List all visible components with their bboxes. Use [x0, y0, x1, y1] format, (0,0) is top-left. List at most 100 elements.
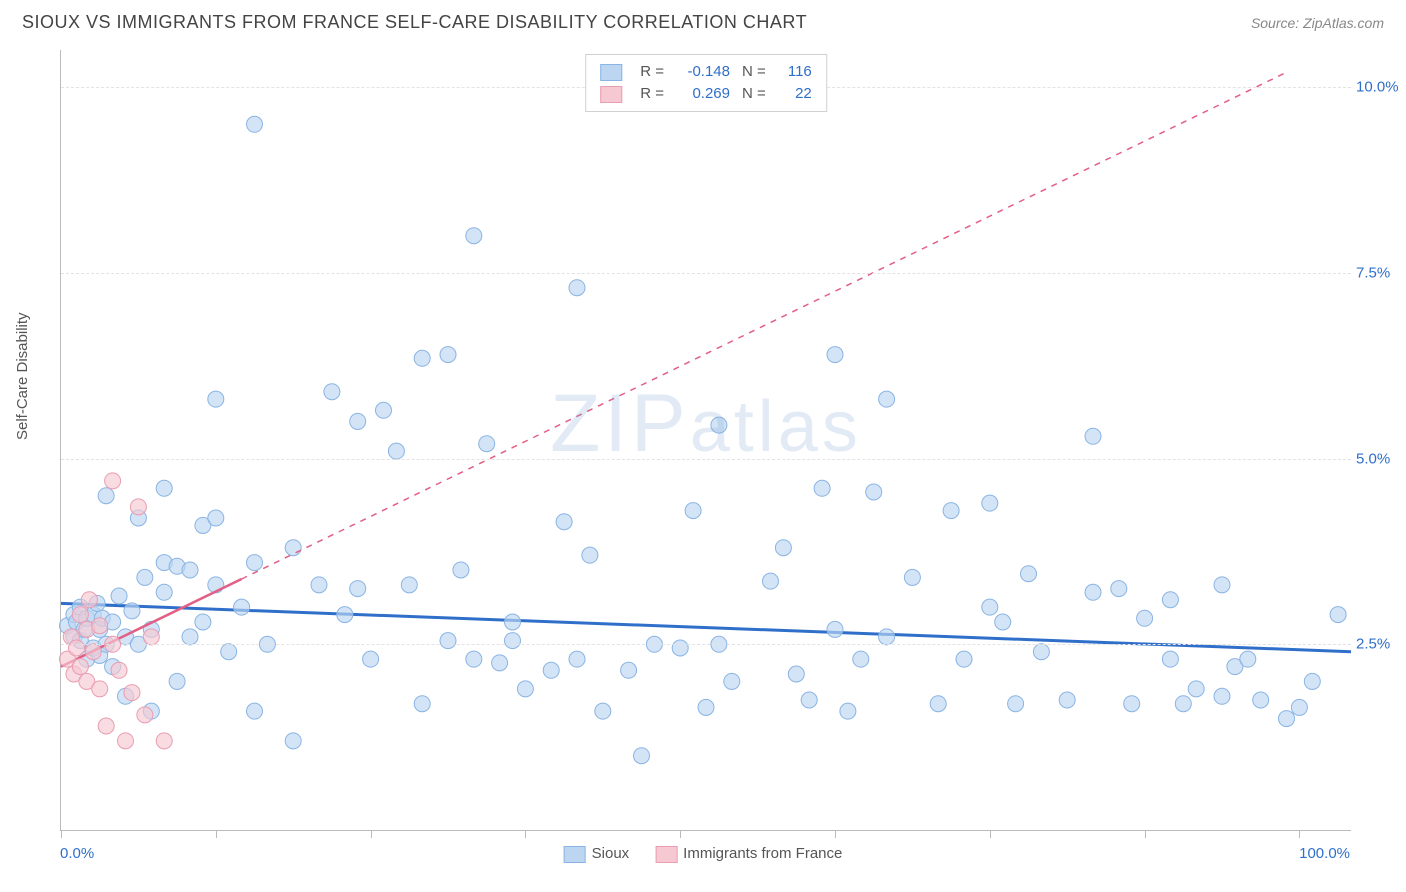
sioux-point [982, 599, 998, 615]
sioux-point [1111, 581, 1127, 597]
sioux-point [517, 681, 533, 697]
sioux-point [1330, 607, 1346, 623]
legend-swatch [564, 846, 586, 863]
series-legend: Sioux Immigrants from France [564, 845, 843, 863]
gridline [61, 273, 1351, 274]
sioux-point [1059, 692, 1075, 708]
sioux-point [401, 577, 417, 593]
x-tick [1145, 830, 1146, 838]
stat-label: R = [640, 61, 664, 83]
source-label: Source: ZipAtlas.com [1251, 15, 1384, 31]
sioux-point [285, 540, 301, 556]
sioux-point [1304, 673, 1320, 689]
sioux-point [672, 640, 688, 656]
sioux-point [621, 662, 637, 678]
gridline [61, 644, 1351, 645]
sioux-point [904, 569, 920, 585]
x-axis-max-label: 100.0% [1299, 845, 1350, 862]
x-tick [835, 830, 836, 838]
sioux-point [195, 614, 211, 630]
sioux-point [1162, 592, 1178, 608]
sioux-point [582, 547, 598, 563]
sioux-point [711, 417, 727, 433]
sioux-point [1124, 696, 1140, 712]
sioux-point [492, 655, 508, 671]
sioux-point [879, 629, 895, 645]
scatter-chart [61, 50, 1351, 830]
sioux-point [956, 651, 972, 667]
sioux-point [1085, 428, 1101, 444]
sioux-point [98, 488, 114, 504]
sioux-point [569, 280, 585, 296]
sioux-point [247, 703, 263, 719]
sioux-point [866, 484, 882, 500]
y-axis-label: Self-Care Disability [14, 312, 31, 440]
france-point [72, 607, 88, 623]
sioux-point [827, 347, 843, 363]
sioux-point [234, 599, 250, 615]
sioux-point [182, 562, 198, 578]
sioux-point [182, 629, 198, 645]
sioux-point [814, 480, 830, 496]
legend-swatch [600, 86, 622, 103]
sioux-point [1085, 584, 1101, 600]
r-value: -0.148 [676, 61, 730, 83]
y-tick-label: 7.5% [1356, 264, 1401, 281]
x-tick [371, 830, 372, 838]
sioux-point [505, 614, 521, 630]
r-value: 0.269 [676, 83, 730, 105]
france-trend-line-extrapolated [242, 72, 1287, 579]
legend-item: Sioux [564, 845, 630, 863]
sioux-point [285, 733, 301, 749]
sioux-point [1279, 711, 1295, 727]
sioux-point [685, 503, 701, 519]
legend-swatch [655, 846, 677, 863]
sioux-point [1188, 681, 1204, 697]
sioux-point [634, 748, 650, 764]
correlation-row-france: R =0.269N =22 [600, 83, 812, 105]
legend-swatch [600, 64, 622, 81]
x-tick [680, 830, 681, 838]
sioux-point [466, 228, 482, 244]
sioux-point [479, 436, 495, 452]
france-point [105, 473, 121, 489]
france-point [156, 733, 172, 749]
france-point [81, 592, 97, 608]
sioux-point [840, 703, 856, 719]
france-point [111, 662, 127, 678]
correlation-row-sioux: R =-0.148N =116 [600, 61, 812, 83]
france-point [118, 733, 134, 749]
france-point [137, 707, 153, 723]
sioux-point [543, 662, 559, 678]
sioux-point [853, 651, 869, 667]
france-point [124, 685, 140, 701]
sioux-point [775, 540, 791, 556]
sioux-point [827, 621, 843, 637]
x-tick [61, 830, 62, 838]
sioux-point [763, 573, 779, 589]
france-point [68, 640, 84, 656]
sioux-point [363, 651, 379, 667]
sioux-point [466, 651, 482, 667]
x-tick [990, 830, 991, 838]
sioux-point [1021, 566, 1037, 582]
sioux-point [324, 384, 340, 400]
sioux-point [788, 666, 804, 682]
sioux-point [414, 350, 430, 366]
sioux-point [156, 480, 172, 496]
sioux-point [1175, 696, 1191, 712]
legend-item: Immigrants from France [655, 845, 842, 863]
sioux-point [1253, 692, 1269, 708]
sioux-point [388, 443, 404, 459]
sioux-point [350, 581, 366, 597]
sioux-point [137, 569, 153, 585]
legend-label: Sioux [592, 845, 630, 862]
sioux-point [595, 703, 611, 719]
stat-label: N = [742, 83, 766, 105]
sioux-point [556, 514, 572, 530]
x-tick [1299, 830, 1300, 838]
sioux-point [156, 584, 172, 600]
france-point [130, 499, 146, 515]
france-point [92, 681, 108, 697]
sioux-point [698, 699, 714, 715]
